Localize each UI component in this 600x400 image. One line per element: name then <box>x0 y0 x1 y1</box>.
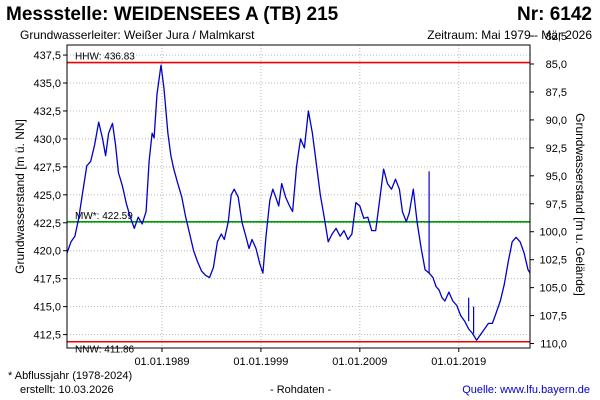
hhw-line-label: HHW: 436.83 <box>75 52 135 63</box>
y-right-tick-label: 102,5 <box>539 255 567 267</box>
aquifer-label: Grundwasserleiter: Weißer Jura / Malmkar… <box>20 28 255 42</box>
y-tick-label: 420,0 <box>33 246 61 258</box>
y-right-tick-label: 110,0 <box>540 339 567 351</box>
y-tick-label: 412,5 <box>33 330 61 342</box>
y-tick-label: 427,5 <box>33 162 61 174</box>
y-right-tick-label: 100,0 <box>539 227 567 239</box>
created-date: erstellt: 10.03.2026 <box>20 384 114 396</box>
nnw-line-label: NNW: 411.86 <box>75 345 135 356</box>
station-number: Nr: 6142 <box>517 4 592 25</box>
y-right-tick-label: 90,0 <box>546 115 567 127</box>
y-tick-label: 435,0 <box>33 78 61 90</box>
y-tick-label: 422,5 <box>33 218 61 230</box>
y-right-tick-label: 87,5 <box>546 87 567 99</box>
y-right-tick-label: 95,0 <box>546 171 567 183</box>
x-tick-label: 01.01.2019 <box>431 356 486 368</box>
raw-data-note: - Rohdaten - <box>270 384 332 396</box>
x-tick-label: 01.01.1989 <box>134 356 189 368</box>
y-tick-label: 437,5 <box>33 50 61 62</box>
x-tick-label: 01.01.2009 <box>332 356 387 368</box>
y-tick-label: 432,5 <box>33 106 61 118</box>
y-right-tick-label: 92,5 <box>546 143 567 155</box>
footnote: * Abflussjahr (1978-2024) <box>8 370 133 382</box>
y-tick-label: 415,0 <box>33 302 61 314</box>
y-tick-label: 430,0 <box>33 134 61 146</box>
y-right-tick-label: 82,5 <box>546 31 567 43</box>
x-tick-label: 01.01.1999 <box>233 356 288 368</box>
plot-area <box>67 45 530 348</box>
y-right-tick-label: 107,5 <box>539 311 567 323</box>
source-link[interactable]: Quelle: www.lfu.bayern.de <box>462 384 590 396</box>
y-right-axis-title: Grundwasserstand [m u. Gelände] <box>573 113 587 296</box>
period-label: Zeitraum: Mai 1979 - Mär 2026 <box>427 28 592 42</box>
y-right-tick-label: 105,0 <box>539 283 567 295</box>
y-tick-label: 417,5 <box>33 274 61 286</box>
mw-line-label: MW*: 422.59 <box>75 211 133 222</box>
y-tick-label: 425,0 <box>33 190 61 202</box>
groundwater-level-line <box>66 64 531 341</box>
y-right-tick-label: 97,5 <box>546 199 567 211</box>
y-axis-title: Grundwasserstand [m ü. NN] <box>13 119 27 274</box>
plot-frame <box>66 44 531 349</box>
y-right-tick-label: 85,0 <box>546 59 567 71</box>
page-title: Messstelle: WEIDENSEES A (TB) 215 <box>6 4 339 25</box>
